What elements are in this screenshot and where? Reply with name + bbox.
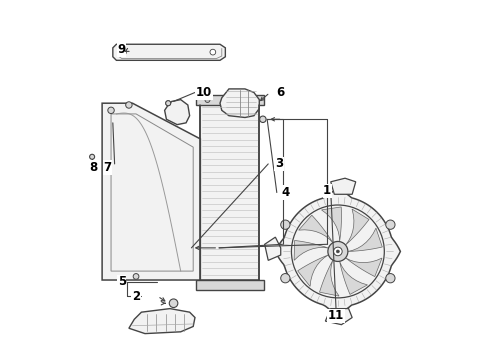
Polygon shape	[276, 189, 400, 314]
Polygon shape	[129, 309, 195, 334]
Circle shape	[334, 247, 342, 256]
Polygon shape	[348, 228, 382, 251]
Circle shape	[386, 274, 395, 283]
Circle shape	[133, 274, 139, 279]
Text: 1: 1	[323, 184, 331, 197]
Circle shape	[90, 154, 95, 159]
Circle shape	[210, 49, 216, 55]
Polygon shape	[294, 240, 328, 260]
Polygon shape	[325, 309, 352, 325]
Circle shape	[281, 220, 290, 229]
Circle shape	[245, 98, 249, 103]
Polygon shape	[319, 260, 339, 296]
Circle shape	[108, 107, 114, 113]
Text: 9: 9	[118, 43, 126, 56]
Circle shape	[223, 98, 228, 103]
Text: 11: 11	[328, 309, 344, 322]
Text: 3: 3	[275, 157, 283, 170]
Circle shape	[260, 116, 266, 122]
Polygon shape	[340, 261, 368, 294]
Polygon shape	[220, 89, 259, 117]
Polygon shape	[321, 207, 342, 242]
Polygon shape	[102, 103, 200, 280]
Polygon shape	[345, 258, 382, 276]
Circle shape	[205, 98, 210, 103]
Text: 8: 8	[89, 161, 98, 174]
Circle shape	[281, 274, 290, 283]
Text: 5: 5	[118, 275, 126, 288]
Polygon shape	[297, 255, 328, 287]
Text: 2: 2	[132, 289, 140, 303]
FancyBboxPatch shape	[196, 95, 264, 105]
Circle shape	[166, 101, 171, 106]
Circle shape	[181, 243, 191, 252]
Text: 4: 4	[282, 186, 290, 199]
Ellipse shape	[188, 249, 195, 253]
Polygon shape	[298, 215, 333, 243]
Text: 10: 10	[196, 86, 212, 99]
Bar	[200, 105, 259, 280]
Circle shape	[166, 101, 171, 106]
Circle shape	[328, 242, 348, 261]
Circle shape	[337, 250, 339, 253]
Polygon shape	[265, 237, 281, 260]
FancyBboxPatch shape	[196, 280, 264, 290]
Polygon shape	[113, 44, 225, 60]
Polygon shape	[331, 178, 356, 194]
Text: 6: 6	[276, 86, 285, 99]
Polygon shape	[345, 209, 369, 245]
Circle shape	[169, 299, 178, 307]
Text: 7: 7	[103, 161, 112, 174]
Circle shape	[126, 102, 132, 108]
Polygon shape	[165, 100, 190, 125]
Circle shape	[386, 220, 395, 229]
Circle shape	[121, 49, 126, 55]
